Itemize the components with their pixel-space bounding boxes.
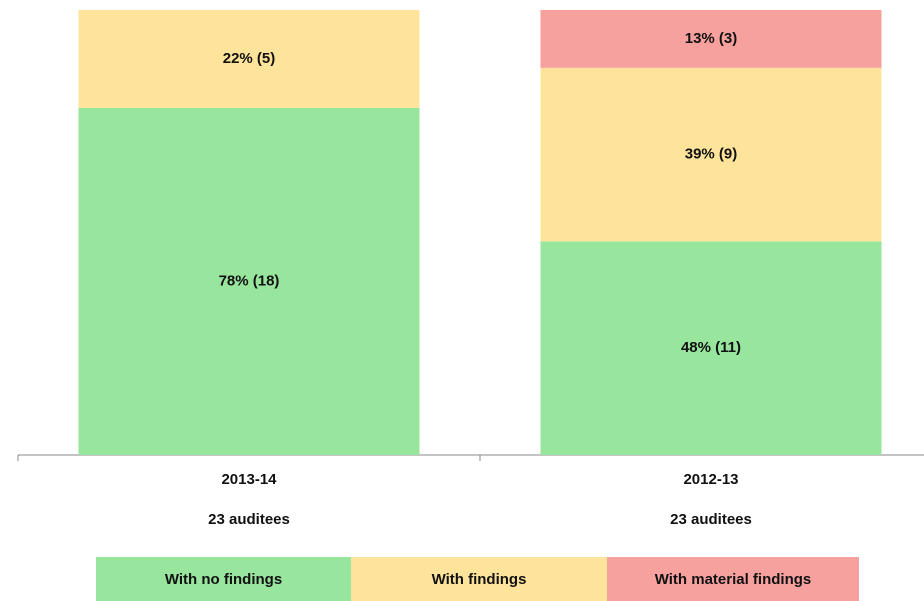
bar-segment bbox=[540, 67, 882, 242]
data-label: 22% (5) bbox=[223, 50, 276, 67]
legend-swatch bbox=[96, 557, 351, 601]
x-tick-sublabel: 23 auditees bbox=[670, 511, 752, 528]
data-label: 39% (9) bbox=[685, 146, 738, 163]
bar-segment bbox=[78, 10, 420, 108]
bar-segment bbox=[78, 107, 420, 456]
legend-swatch bbox=[607, 557, 859, 601]
data-label: 48% (11) bbox=[681, 339, 741, 356]
legend-label: With material findings bbox=[655, 571, 812, 588]
legend-swatch bbox=[351, 557, 607, 601]
bar-segment bbox=[540, 241, 882, 455]
legend-label: With no findings bbox=[165, 571, 282, 588]
legend-label: With findings bbox=[432, 571, 527, 588]
x-tick-label: 2013-14 bbox=[221, 471, 277, 488]
x-tick-label: 2012-13 bbox=[683, 471, 738, 488]
bar-segment bbox=[540, 10, 882, 68]
data-label: 13% (3) bbox=[685, 30, 738, 47]
x-tick-sublabel: 23 auditees bbox=[208, 511, 290, 528]
data-label: 78% (18) bbox=[219, 272, 280, 289]
